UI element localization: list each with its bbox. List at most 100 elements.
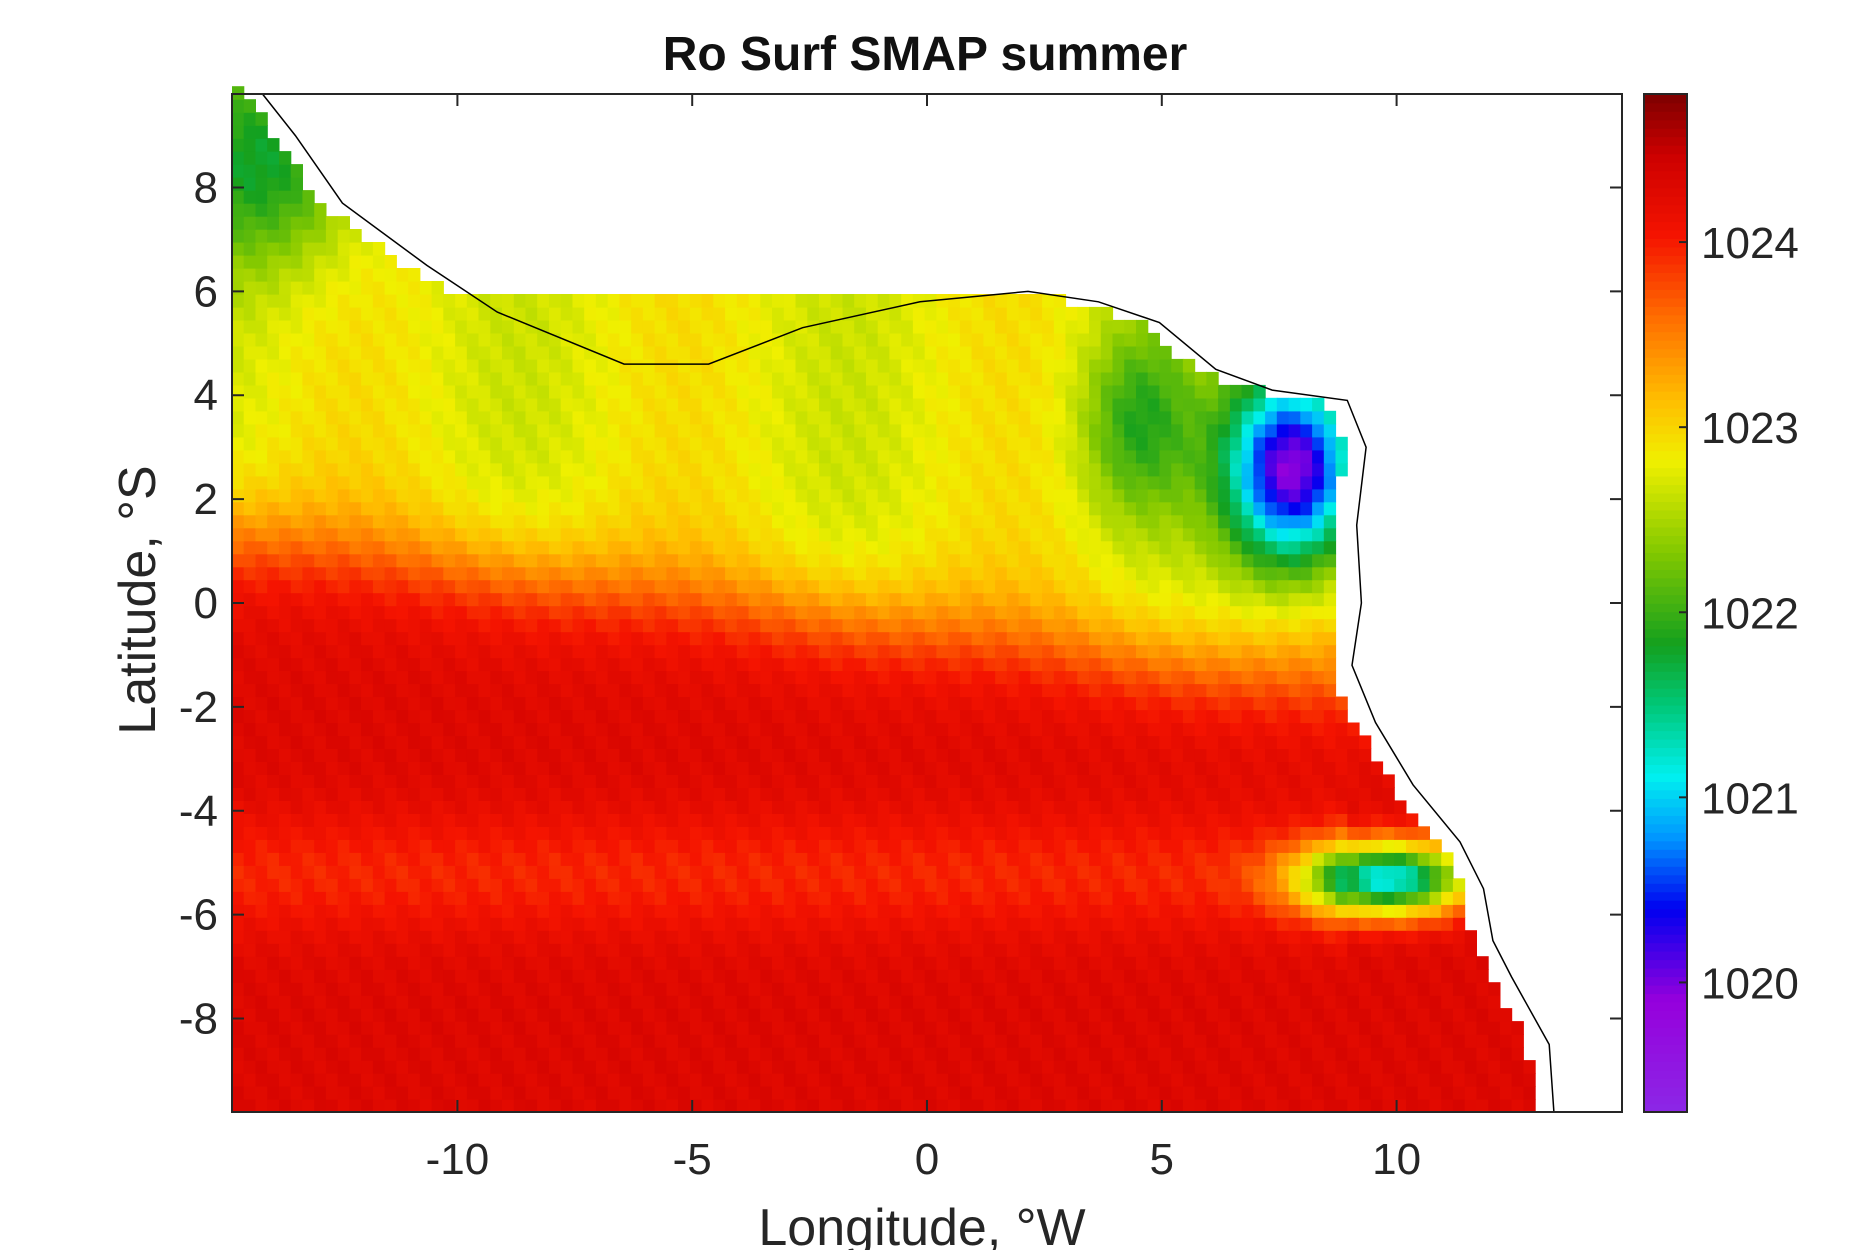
heatmap-cell [772, 696, 785, 711]
heatmap-cell [1065, 826, 1078, 840]
heatmap-cell [560, 709, 573, 724]
heatmap-cell [314, 696, 327, 711]
heatmap-cell [396, 1099, 409, 1113]
heatmap-cell [1323, 618, 1337, 633]
heatmap-cell [783, 683, 797, 698]
heatmap-cell [995, 826, 1008, 840]
heatmap-cell [1042, 618, 1055, 633]
heatmap-cell [1077, 852, 1090, 866]
heatmap-cell [795, 1047, 808, 1061]
heatmap-cell [1312, 527, 1325, 542]
heatmap-cell [595, 1021, 609, 1035]
heatmap-cell [431, 943, 444, 957]
heatmap-cell [466, 852, 480, 866]
heatmap-cell [983, 1073, 996, 1087]
heatmap-cell [243, 1047, 256, 1061]
heatmap-cell [1452, 1008, 1466, 1022]
heatmap-cell [466, 1008, 480, 1022]
heatmap-cell [772, 631, 785, 646]
heatmap-cell [232, 566, 245, 581]
heatmap-cell [267, 813, 280, 827]
heatmap-cell [549, 670, 562, 685]
heatmap-cell [384, 1021, 397, 1035]
heatmap-cell [466, 1021, 480, 1035]
heatmap-cell [1276, 1060, 1290, 1074]
heatmap-cell [1042, 878, 1055, 892]
heatmap-cell [830, 618, 843, 633]
heatmap-cell [701, 1047, 714, 1061]
heatmap-cell [1194, 488, 1207, 503]
heatmap-cell [912, 748, 926, 762]
heatmap-cell [372, 514, 386, 529]
heatmap-cell [1171, 644, 1184, 659]
heatmap-cell [607, 618, 620, 633]
heatmap-cell [924, 1021, 937, 1035]
heatmap-cell [1288, 956, 1301, 970]
heatmap-cell [1100, 579, 1114, 594]
heatmap-cell [1089, 696, 1102, 711]
heatmap-cell [1171, 1099, 1184, 1113]
heatmap-cell [654, 1034, 667, 1048]
heatmap-cell [455, 553, 468, 568]
heatmap-cell [1218, 774, 1231, 788]
heatmap-cell [1347, 865, 1360, 879]
heatmap-cell [701, 904, 714, 918]
heatmap-cell [1253, 579, 1266, 594]
heatmap-cell [725, 1021, 738, 1035]
heatmap-cell [1323, 722, 1337, 737]
heatmap-cell [302, 956, 315, 970]
heatmap-cell [1136, 774, 1149, 788]
heatmap-cell [1406, 1060, 1419, 1074]
heatmap-cell [642, 631, 656, 646]
heatmap-cell [631, 618, 644, 633]
heatmap-cell [525, 904, 538, 918]
heatmap-cell [349, 488, 362, 503]
heatmap-cell [595, 891, 609, 905]
heatmap-cell [1159, 722, 1172, 737]
heatmap-cell [666, 514, 679, 529]
heatmap-cell [971, 787, 984, 801]
heatmap-cell [1136, 722, 1149, 737]
heatmap-cell [408, 891, 421, 905]
heatmap-cell [1112, 566, 1125, 581]
heatmap-cell [772, 462, 785, 477]
heatmap-cell [502, 1008, 515, 1022]
heatmap-cell [795, 605, 808, 620]
heatmap-cell [1523, 1073, 1536, 1087]
heatmap-cell [431, 1034, 444, 1048]
heatmap-cell [1382, 904, 1395, 918]
heatmap-cell [689, 657, 703, 672]
heatmap-cell [1100, 930, 1114, 944]
heatmap-cell [1006, 904, 1020, 918]
heatmap-cell [490, 592, 503, 607]
heatmap-cell [1077, 553, 1090, 568]
heatmap-cell [325, 501, 339, 516]
heatmap-cell [1370, 839, 1384, 853]
heatmap-cell [490, 553, 503, 568]
heatmap-cell [455, 800, 468, 814]
heatmap-cell [478, 904, 491, 918]
heatmap-cell [1100, 527, 1114, 542]
heatmap-cell [924, 982, 937, 996]
heatmap-cell [549, 930, 562, 944]
heatmap-cell [267, 644, 280, 659]
heatmap-cell [912, 1021, 926, 1035]
heatmap-cell [431, 579, 444, 594]
heatmap-cell [1476, 969, 1489, 983]
heatmap-cell [443, 774, 456, 788]
heatmap-cell [384, 1047, 397, 1061]
heatmap-cell [1323, 839, 1337, 853]
heatmap-cell [243, 527, 256, 542]
heatmap-cell [572, 735, 585, 749]
heatmap-cell [396, 462, 409, 477]
heatmap-cell [408, 748, 421, 762]
heatmap-cell [279, 904, 292, 918]
heatmap-cell [830, 917, 843, 931]
heatmap-cell [819, 943, 832, 957]
heatmap-cell [1053, 709, 1067, 724]
heatmap-cell [901, 1008, 914, 1022]
heatmap-cell [314, 735, 327, 749]
heatmap-cell [279, 696, 292, 711]
heatmap-cell [349, 605, 362, 620]
heatmap-cell [607, 904, 620, 918]
